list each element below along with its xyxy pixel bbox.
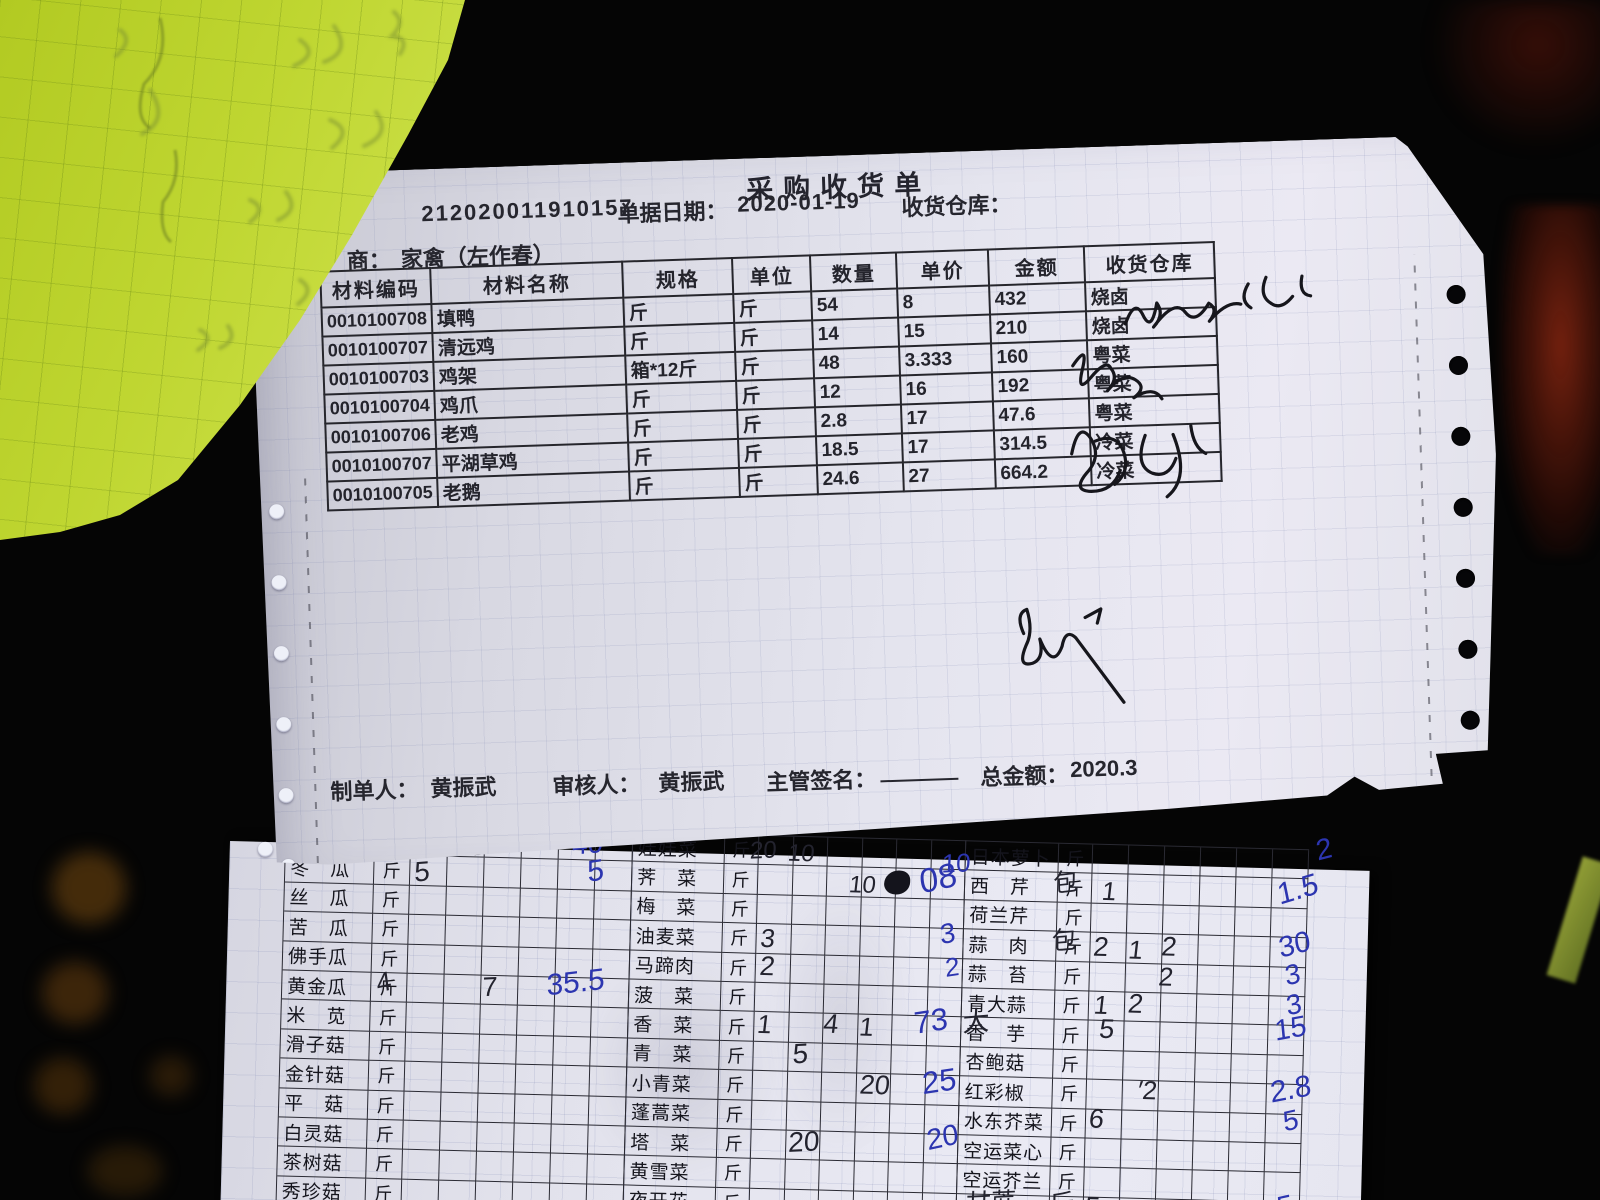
handwritten-mark: 1: [755, 1008, 774, 1040]
handwritten-mark: 2.8: [1268, 1069, 1313, 1110]
handwritten-mark: 15: [1273, 1009, 1308, 1048]
handwritten-mark: 2: [944, 950, 961, 984]
handwritten-mark: 斤: [1049, 1188, 1075, 1200]
signature-scribble-shaolu: [1124, 276, 1311, 328]
handwritten-mark: 甘蔗: [965, 1188, 1016, 1200]
handwritten-mark: 5: [1275, 1189, 1295, 1200]
handwriting-layer: 2040201010551008包11.533包2123022234735.51…: [219, 827, 1370, 1200]
handwritten-mark: 2: [1126, 988, 1145, 1019]
handwritten-mark: 4: [821, 1008, 841, 1039]
handwritten-mark: 1: [857, 1011, 876, 1042]
handwritten-mark: 5: [1083, 1192, 1101, 1200]
handwritten-mark: 1: [1100, 875, 1119, 907]
handwritten-mark: 20: [749, 836, 778, 865]
handwritten-mark: 4: [374, 965, 394, 999]
handwritten-mark: 2: [758, 950, 777, 982]
background-bokeh-blob: [88, 1146, 162, 1196]
handwritten-mark: 1.5: [1274, 867, 1322, 912]
handwritten-mark: 包: [1051, 925, 1077, 956]
handwritten-mark: 2: [1159, 931, 1179, 962]
background-doorframe-glow: [1500, 205, 1600, 555]
pen-marks-overlay: [248, 134, 1511, 875]
background-top-glow: [1430, 0, 1600, 150]
handwritten-mark: 1: [1126, 934, 1145, 965]
background-bokeh-blob: [34, 1058, 92, 1114]
handwritten-mark: 5: [586, 853, 605, 889]
handwritten-mark: 大: [962, 1005, 990, 1038]
handwritten-mark: 73: [912, 1000, 949, 1041]
purchase-receipt-sheet: 采购收货单 212020011910157 单据日期： 2020-01-19 收…: [248, 134, 1511, 875]
handwritten-mark: 5: [1281, 1103, 1301, 1138]
handwritten-mark: 7: [481, 971, 498, 1003]
background-green-sliver: [1546, 856, 1600, 984]
handwritten-mark: 5: [1097, 1013, 1117, 1045]
background-bokeh-blob: [42, 962, 108, 1024]
handwritten-mark: 35.5: [546, 962, 606, 1003]
background-bokeh-blob: [52, 852, 126, 924]
handwritten-mark: 3: [1282, 957, 1303, 992]
check-squiggle: [1020, 606, 1124, 705]
handwritten-mark: ′2: [1136, 1074, 1159, 1106]
handwritten-mark: 20: [787, 1125, 821, 1158]
handwritten-mark: 10: [786, 839, 817, 868]
handwritten-mark: 2: [1157, 961, 1175, 992]
signature-scribble-lengcai: [1071, 425, 1207, 499]
handwritten-mark: 2: [1313, 831, 1335, 868]
handwritten-mark: 25: [921, 1061, 958, 1102]
handwritten-mark: 5: [414, 855, 430, 888]
handwritten-mark: 10: [847, 871, 878, 899]
handwritten-mark: 5: [791, 1037, 809, 1070]
handwritten-mark: 3: [758, 922, 777, 954]
handwritten-mark: 6: [1087, 1103, 1106, 1134]
background-bokeh-blob: [150, 1056, 192, 1096]
handwritten-mark: 3: [938, 916, 957, 951]
sprocket-hole: [1463, 781, 1483, 801]
handwritten-mark: 08: [917, 855, 960, 902]
handwritten-mark: 20: [924, 1118, 961, 1158]
small-tick-mark: [1085, 609, 1101, 624]
handwritten-mark: 2: [1091, 931, 1111, 962]
handwritten-mark: 20: [858, 1069, 892, 1101]
signature-scribble-yuecai: [1072, 352, 1161, 401]
handwritten-mark: 包: [1052, 867, 1079, 899]
